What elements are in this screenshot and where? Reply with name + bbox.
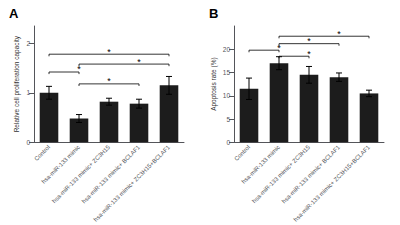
svg-text:Apoptosis rate (%): Apoptosis rate (%) xyxy=(210,57,218,110)
svg-text:hsa-miR-133 mimic+ ZC3H15: hsa-miR-133 mimic+ ZC3H15 xyxy=(251,144,312,205)
svg-text:*: * xyxy=(307,36,311,46)
svg-text:10: 10 xyxy=(223,92,231,99)
svg-text:A: A xyxy=(9,6,19,21)
svg-text:0: 0 xyxy=(26,139,30,146)
svg-text:hsa-miR-133 mimic+ BCLAF1: hsa-miR-133 mimic+ BCLAF1 xyxy=(81,144,142,205)
svg-text:*: * xyxy=(337,29,341,39)
svg-text:Control: Control xyxy=(33,144,51,162)
svg-text:*: * xyxy=(107,47,111,57)
svg-text:2: 2 xyxy=(26,40,30,47)
svg-text:5: 5 xyxy=(226,116,230,123)
svg-text:0: 0 xyxy=(226,139,230,146)
svg-text:Relative cell proliferation ca: Relative cell proliferation capacity xyxy=(13,35,21,132)
svg-text:hsa-miR-133 mimic+ ZC3H15+BCLA: hsa-miR-133 mimic+ ZC3H15+BCLAF1 xyxy=(293,144,372,223)
svg-text:hsa-miR-133 mimic+ ZC3H15: hsa-miR-133 mimic+ ZC3H15 xyxy=(51,144,112,205)
svg-text:15: 15 xyxy=(223,69,231,76)
svg-text:B: B xyxy=(209,6,218,21)
svg-text:hsa-miR-133 mimic+ BCLAF1: hsa-miR-133 mimic+ BCLAF1 xyxy=(281,144,342,205)
svg-text:20: 20 xyxy=(223,46,231,53)
svg-text:*: * xyxy=(137,57,141,67)
svg-text:1: 1 xyxy=(26,89,30,96)
svg-text:*: * xyxy=(307,49,311,59)
svg-text:Control: Control xyxy=(233,144,251,162)
svg-text:*: * xyxy=(107,76,111,86)
svg-text:hsa-miR-133 mimic+ ZC3H15+BCLA: hsa-miR-133 mimic+ ZC3H15+BCLAF1 xyxy=(93,144,172,223)
